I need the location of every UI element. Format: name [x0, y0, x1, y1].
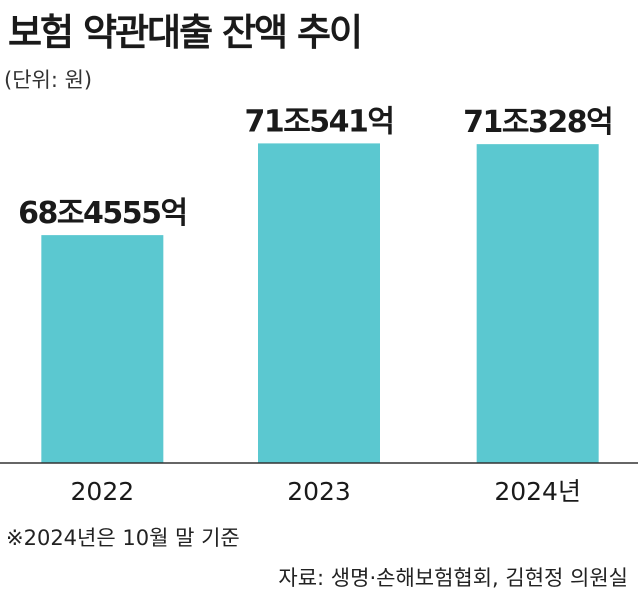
footnote: ※2024년은 10월 말 기준: [6, 526, 240, 550]
x-tick-label-2024년: 2024년: [494, 477, 581, 506]
x-tick-label-2023: 2023: [287, 477, 351, 506]
bar-2022: [41, 235, 164, 463]
data-label-2023: 71조541억: [244, 104, 393, 139]
bar-2024년: [476, 144, 599, 464]
unit-label: (단위: 원): [4, 68, 93, 92]
data-label-2024년: 71조328억: [463, 105, 612, 140]
x-tick-label-2022: 2022: [71, 477, 135, 506]
chart-title: 보험 약관대출 잔액 추이: [8, 11, 363, 54]
source-credit: 자료: 생명·손해보험협회, 김현정 의원실: [278, 566, 628, 590]
data-label-2022: 68조4555억: [18, 196, 186, 231]
bar-2023: [258, 143, 380, 464]
